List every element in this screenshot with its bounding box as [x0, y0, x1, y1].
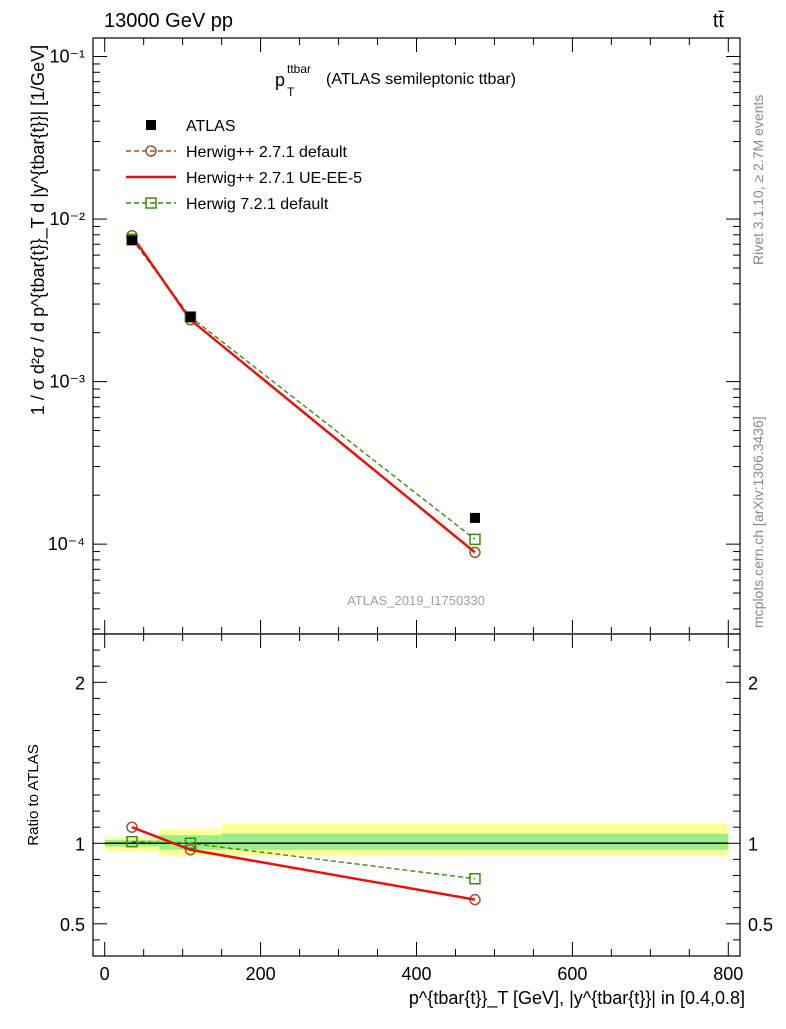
- series-line-1: [131, 826, 476, 901]
- data-point: [185, 311, 196, 322]
- legend-marker: [145, 197, 157, 209]
- ratio-uncertainty-bands: [104, 823, 729, 857]
- y-tick-label: 10⁻⁴: [48, 534, 85, 554]
- title-sup: ttbar: [287, 62, 311, 76]
- series-2: [126, 835, 481, 885]
- data-point: [126, 821, 138, 833]
- x-tick-label: 200: [246, 964, 276, 984]
- energy-label: 13000 GeV pp: [104, 10, 233, 32]
- legend: ATLAS Herwig++ 2.7.1 default Herwig++ 2.7.…: [126, 118, 362, 213]
- y-tick-label: 10⁻³: [49, 372, 85, 392]
- title-text: (ATLAS semileptonic ttbar): [326, 71, 516, 88]
- legend-entry-2: Herwig++ 2.7.1 UE-EE-5: [126, 170, 362, 187]
- legend-label: ATLAS: [186, 118, 236, 135]
- upper-series-group: [126, 229, 481, 559]
- legend-entry-0: ATLAS: [146, 118, 236, 135]
- data-point: [469, 872, 481, 885]
- series-3: [126, 233, 481, 546]
- legend-marker: [145, 145, 157, 157]
- x-axis-label: p^{tbar{t}}_T [GeV], |y^{tbar{t}}| in [0…: [409, 988, 745, 1009]
- series-line-2: [130, 234, 476, 554]
- lower-frame: [92, 633, 741, 957]
- series-1: [131, 826, 476, 901]
- axes-group: 10⁻¹ 10⁻² 10⁻³ 10⁻⁴ 0 200 400 600 800 0.5 0.5 1 1 2 2: [48, 37, 773, 984]
- y-tick-label: 10⁻²: [49, 209, 85, 229]
- rivet-label: Rivet 3.1.10, ≥ 2.7M events: [750, 95, 766, 265]
- data-point: [469, 512, 480, 523]
- x-tick-label: 600: [557, 964, 587, 984]
- green-band-2: [221, 833, 729, 850]
- data-point: [469, 533, 481, 546]
- title-sub: T: [287, 85, 295, 99]
- analysis-watermark: ATLAS_2019_I1750330: [347, 593, 485, 608]
- ratio-tick-label: 2: [748, 673, 758, 693]
- x-tick-label: 400: [401, 964, 431, 984]
- process-label: tt̄: [713, 10, 725, 32]
- upper-y-axis-label: 1 / σ d²σ / d p^{tbar{t}}_T d |y^{tbar{t…: [28, 45, 49, 415]
- ratio-tick-label: 2: [75, 673, 85, 693]
- legend-label: Herwig 7.2.1 default: [186, 196, 329, 213]
- series-0: [126, 235, 480, 523]
- data-point: [184, 837, 197, 850]
- series-2: [130, 234, 476, 554]
- ratio-tick-label: 0.5: [60, 915, 85, 935]
- series-1: [126, 229, 481, 559]
- series-line-2: [131, 840, 476, 880]
- title-main: p: [275, 70, 285, 90]
- legend-entry-3: Herwig 7.2.1 default: [126, 196, 329, 213]
- legend-entry-1: Herwig++ 2.7.1 default: [126, 144, 348, 161]
- series-line-1: [131, 235, 476, 553]
- green-band-1: [159, 835, 222, 850]
- chart-title: p ttbar T (ATLAS semileptonic ttbar): [275, 62, 516, 99]
- legend-marker: [146, 120, 156, 130]
- ratio-tick-label: 0.5: [748, 915, 773, 935]
- ratio-tick-label: 1: [75, 834, 85, 854]
- ratio-series-group: [126, 821, 481, 906]
- data-point: [126, 835, 138, 848]
- data-point: [469, 546, 481, 559]
- y-tick-label: 10⁻¹: [49, 47, 85, 67]
- x-tick-label: 0: [100, 964, 110, 984]
- legend-label: Herwig++ 2.7.1 UE-EE-5: [186, 170, 362, 187]
- ratio-tick-label: 1: [748, 834, 758, 854]
- x-tick-label: 800: [713, 964, 743, 984]
- legend-label: Herwig++ 2.7.1 default: [186, 144, 348, 161]
- mcplots-label: mcplots.cern.ch [arXiv:1306.3436]: [750, 416, 766, 628]
- lower-y-axis-label: Ratio to ATLAS: [25, 744, 42, 845]
- data-point: [126, 235, 137, 246]
- series-line-3: [131, 238, 476, 540]
